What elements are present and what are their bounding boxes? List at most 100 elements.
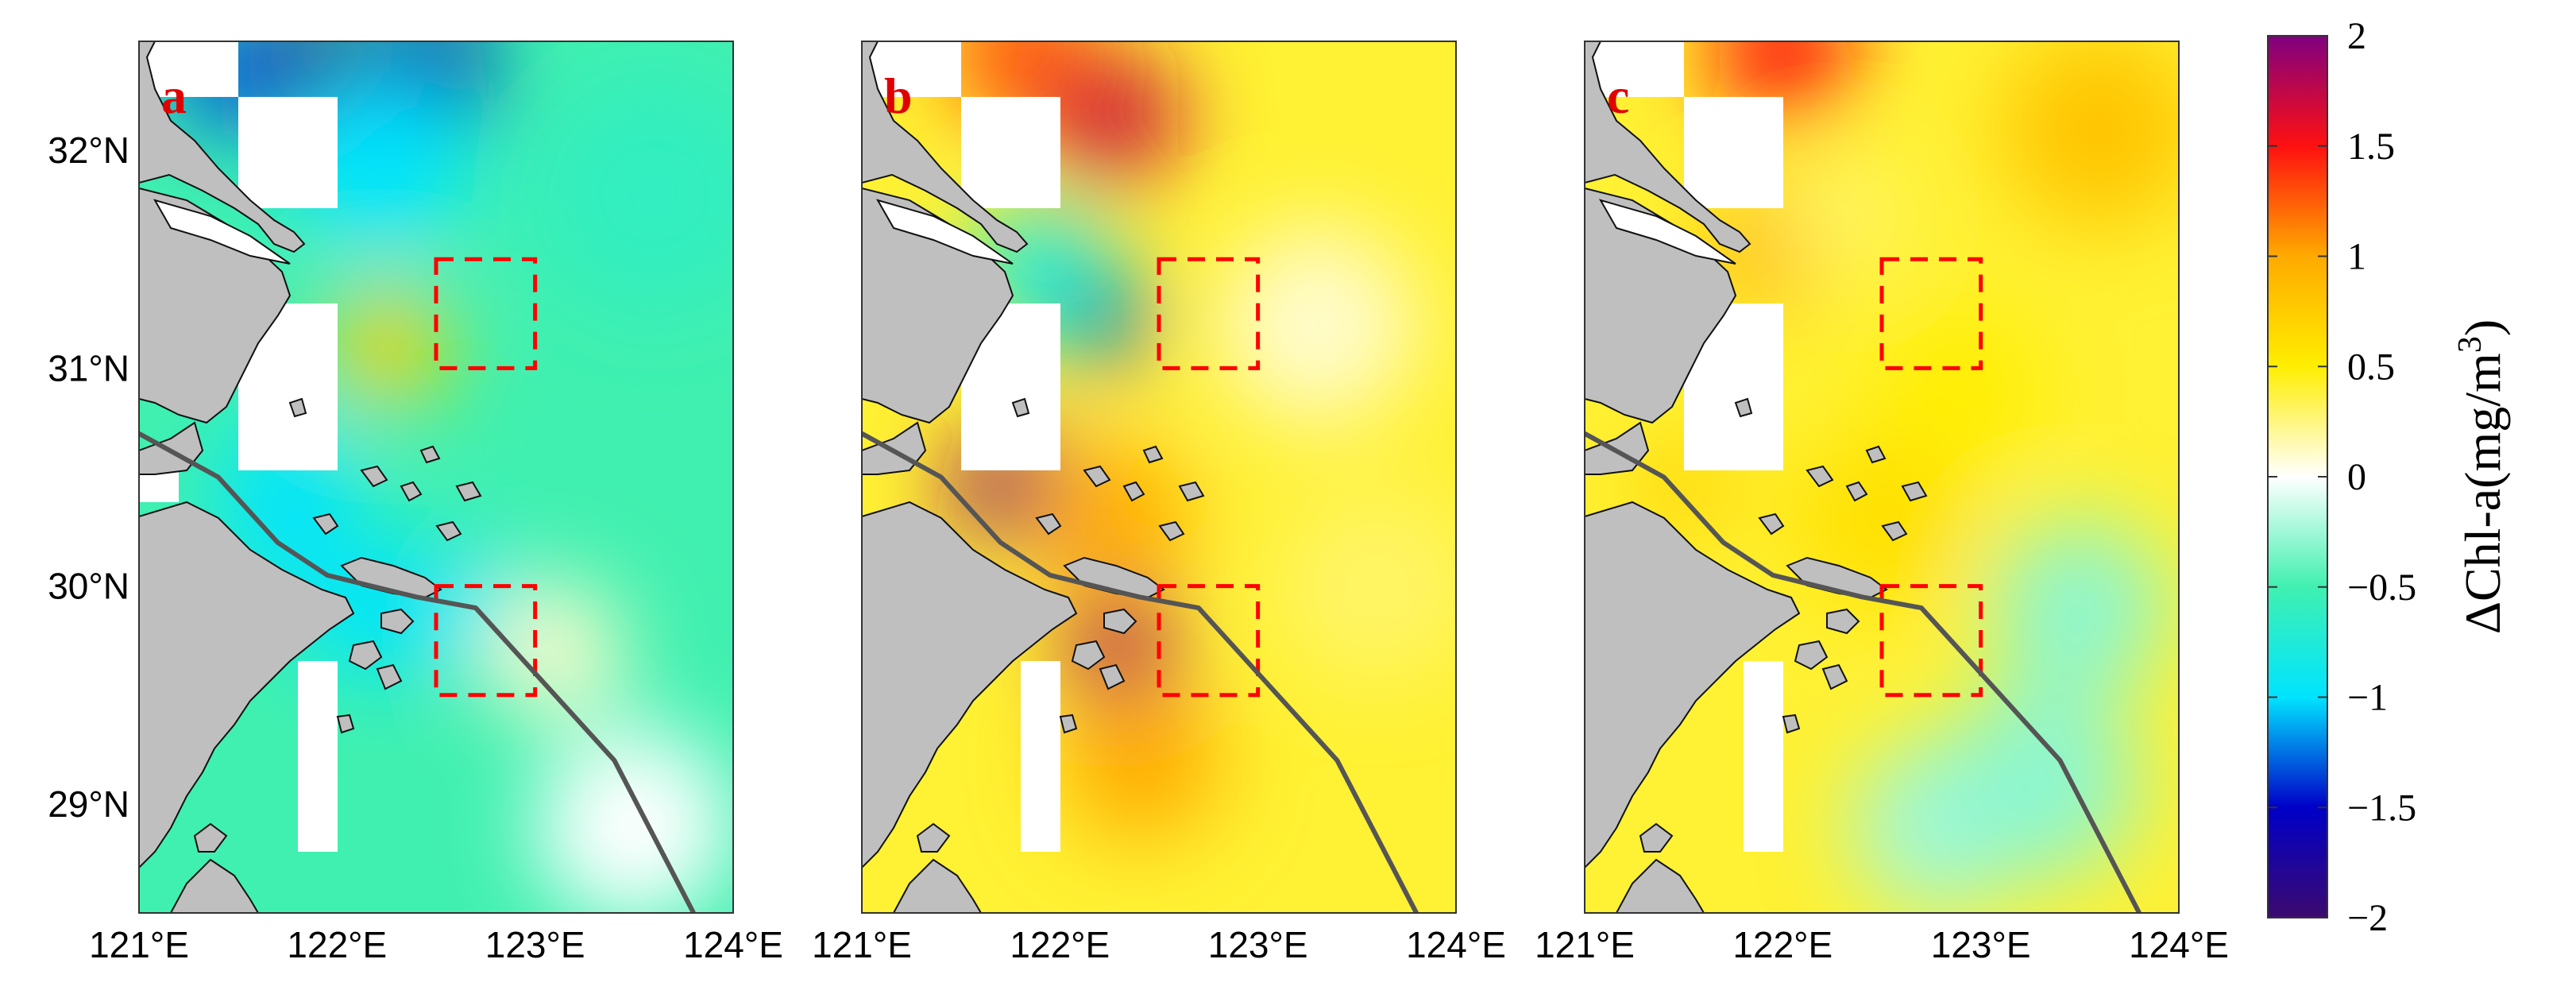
land-polygon (1865, 445, 1887, 464)
axes-frame-c (1584, 41, 2180, 914)
colorbar-tick-label: −2 (2347, 897, 2388, 939)
land-polygon (1881, 520, 1908, 542)
anomaly-patch (1277, 488, 1456, 685)
x-tick-label: 124°E (683, 924, 783, 965)
colorbar-tick-label: 2 (2347, 15, 2366, 57)
colorbar: 2 1.5 1 0.5 0 −0.5 −1 −1.5 −2 ΔChl-a(mg/m3) (2267, 15, 2511, 939)
land-polygon (862, 41, 1029, 253)
land-polygon (1734, 397, 1753, 418)
land-polygon (288, 397, 307, 418)
y-tick-label: 32°N (48, 130, 129, 171)
land-polygon (1083, 465, 1111, 488)
map-panel-a: a 32°N 31°N 30°N 29°N 121°E 122°E 123°E 124°E (48, 41, 783, 965)
x-tick-label: 124°E (1406, 924, 1506, 965)
colorbar-tick-label: 0.5 (2347, 346, 2395, 388)
anomaly-field-c (1634, 41, 2179, 913)
land-polygon (1806, 465, 1834, 488)
land-polygon (139, 501, 355, 869)
anomaly-patch (485, 582, 624, 721)
land-polygon (1615, 858, 1705, 913)
x-tick-label: 121°E (812, 924, 912, 965)
land-polygon (336, 713, 355, 734)
coastline-land-a (139, 41, 482, 913)
y-axis-ticks-a: 32°N 31°N 30°N 29°N (48, 130, 129, 825)
land-polygon (435, 520, 462, 542)
study-area-box (434, 584, 538, 698)
colorbar-tick-label: 0 (2347, 456, 2366, 498)
x-tick-label: 121°E (1535, 924, 1635, 965)
x-tick-label: 122°E (1732, 924, 1833, 965)
map-panel-c: c 121°E 122°E 123°E 124°E (1535, 41, 2229, 965)
colorbar-ticks: 2 1.5 1 0.5 0 −0.5 −1 −1.5 −2 (2268, 15, 2416, 939)
colorbar-tick-label: −1.5 (2347, 787, 2416, 829)
study-area-box (434, 257, 538, 370)
colorbar-title-close: ) (2454, 319, 2511, 336)
map-panel-b: b 121°E 122°E 123°E 124°E (812, 41, 1506, 965)
x-tick-label: 123°E (1931, 924, 2031, 965)
anomaly-patch (1941, 684, 2140, 880)
land-polygon (1103, 608, 1137, 635)
panel-label-a: a (161, 68, 187, 124)
y-tick-label: 31°N (48, 347, 129, 389)
study-boxes-a (434, 257, 538, 698)
land-polygon (1845, 481, 1868, 502)
x-tick-label: 122°E (287, 924, 387, 965)
x-tick-label: 122°E (1010, 924, 1110, 965)
land-polygon (1901, 481, 1928, 502)
anomaly-patch (535, 75, 733, 312)
panel-label-b: b (884, 68, 913, 124)
colorbar-tick-label: −1 (2347, 677, 2388, 719)
land-polygon (376, 663, 403, 690)
anomaly-patch (1060, 682, 1218, 839)
study-area-box (1879, 257, 1983, 370)
colorbar-tick-label: 1.5 (2347, 126, 2395, 168)
land-polygon (1585, 41, 1751, 253)
land-polygon (1821, 663, 1848, 690)
anomaly-patch (535, 727, 733, 913)
land-polygon (193, 822, 228, 853)
land-polygon (1059, 713, 1078, 734)
colorbar-tick-label: −0.5 (2347, 567, 2416, 609)
land-polygon (916, 822, 951, 853)
x-tick-label: 123°E (485, 924, 585, 965)
anomaly-patch (1029, 442, 1189, 600)
estuary-channel (153, 199, 291, 265)
land-polygon (1758, 512, 1785, 536)
land-polygon (1142, 445, 1164, 464)
anomaly-field-b (951, 41, 1456, 839)
land-polygon (1826, 608, 1860, 635)
anomaly-patch (1060, 592, 1179, 710)
land-polygon (455, 481, 482, 502)
anomaly-patch (326, 287, 446, 405)
land-polygon (360, 465, 388, 488)
study-area-box (1157, 584, 1261, 698)
anomaly-patch (1991, 519, 2169, 697)
anomaly-patch (1782, 157, 1902, 275)
land-polygon (862, 501, 1078, 869)
land-polygon (169, 858, 260, 913)
colorbar-title-main: ΔChl-a(mg/m (2454, 353, 2511, 634)
panel-label-c: c (1607, 68, 1629, 124)
land-polygon (1794, 640, 1829, 671)
land-polygon (1178, 481, 1205, 502)
land-polygon (1585, 501, 1801, 869)
land-polygon (1782, 713, 1801, 734)
study-boxes-c (1879, 257, 1983, 698)
axes-frame-b (861, 41, 1457, 914)
route-line-a (139, 431, 696, 913)
x-axis-ticks-c: 121°E 122°E 123°E 124°E (1535, 924, 2229, 965)
anomaly-patch (2000, 41, 2179, 227)
no-data-mask-a (139, 41, 338, 852)
land-polygon (1011, 397, 1030, 418)
axes-frame-a (138, 41, 734, 914)
land-polygon (348, 640, 383, 671)
study-area-box (1879, 584, 1983, 698)
land-polygon (419, 445, 441, 464)
colorbar-title: ΔChl-a(mg/m3) (2452, 319, 2511, 634)
study-boxes-b (1157, 257, 1261, 698)
study-area-box (1157, 257, 1261, 370)
land-polygon (380, 608, 415, 635)
x-axis-ticks-b: 121°E 122°E 123°E 124°E (812, 924, 1506, 965)
estuary-channel (1598, 199, 1736, 265)
